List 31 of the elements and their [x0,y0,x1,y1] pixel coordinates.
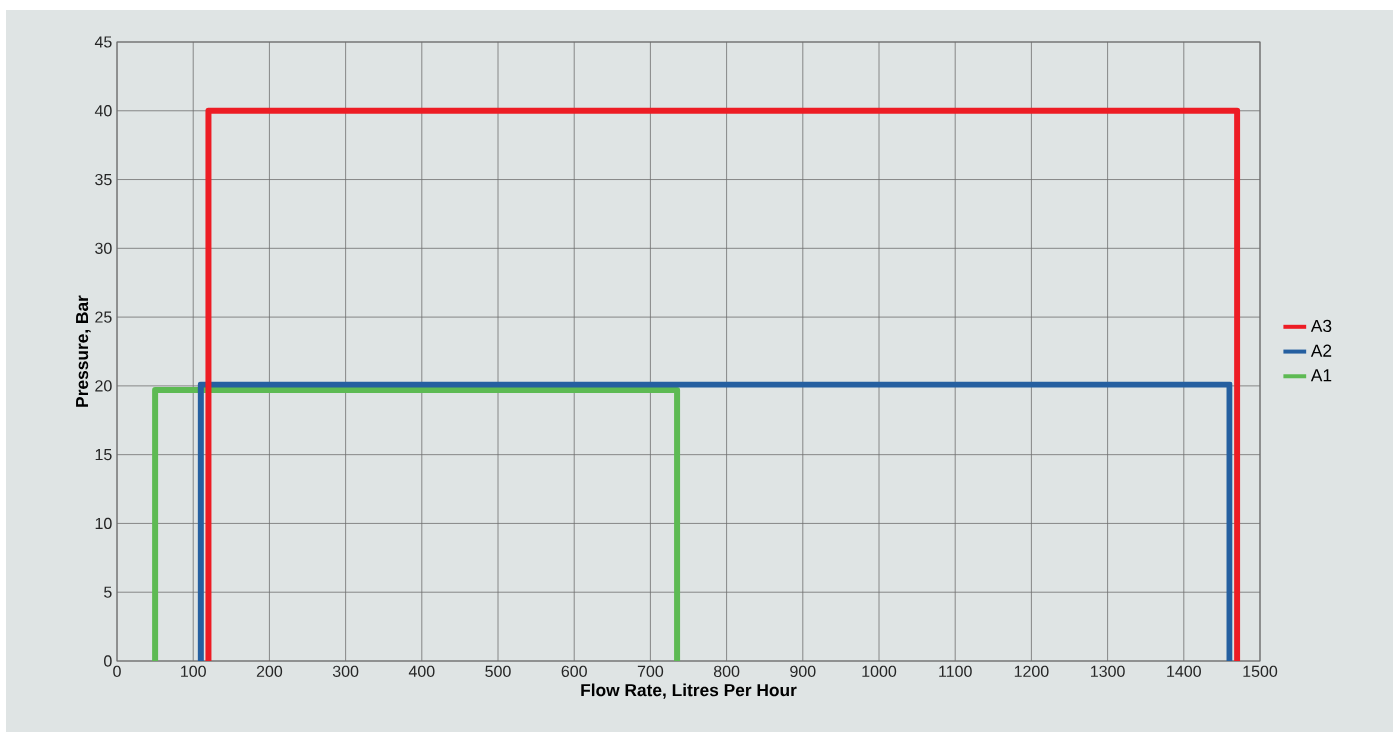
x-tick-label: 800 [713,665,740,678]
x-tick-label: 900 [790,665,816,678]
y-tick-label: 40 [94,105,112,117]
x-axis-title: Flow Rate, Litres Per Hour [581,683,797,699]
x-tick-label: 1000 [862,665,897,678]
y-tick-label: 10 [95,517,112,530]
x-tick-label: 1300 [1091,665,1125,678]
y-tick-label: 35 [95,173,112,186]
x-tick-label: 400 [408,665,435,678]
y-axis-title: Pressure, Bar [76,295,91,407]
y-tick-label: 0 [104,655,112,667]
legend-label: A2 [1310,344,1332,357]
x-tick-label: 200 [256,665,283,678]
y-tick-label: 5 [104,586,112,598]
x-tick-label: 700 [637,665,664,678]
x-tick-label: 300 [332,665,359,678]
y-tick-label: 30 [95,242,112,254]
x-tick-label: 1100 [939,665,972,678]
y-tick-label: 25 [95,311,112,323]
x-tick-label: 100 [181,665,206,678]
x-tick-label: 600 [561,665,587,678]
legend-label: A3 [1310,319,1332,333]
x-tick-label: 1400 [1167,665,1201,678]
x-tick-label: 1200 [1014,665,1049,678]
y-tick-label: 20 [95,380,112,392]
legend-label: A1 [1310,369,1332,382]
x-tick-label: 0 [113,665,121,678]
y-tick-label: 15 [95,449,112,461]
x-tick-label: 500 [485,665,511,678]
x-tick-label: 1500 [1243,665,1278,678]
y-tick-label: 45 [94,36,112,48]
